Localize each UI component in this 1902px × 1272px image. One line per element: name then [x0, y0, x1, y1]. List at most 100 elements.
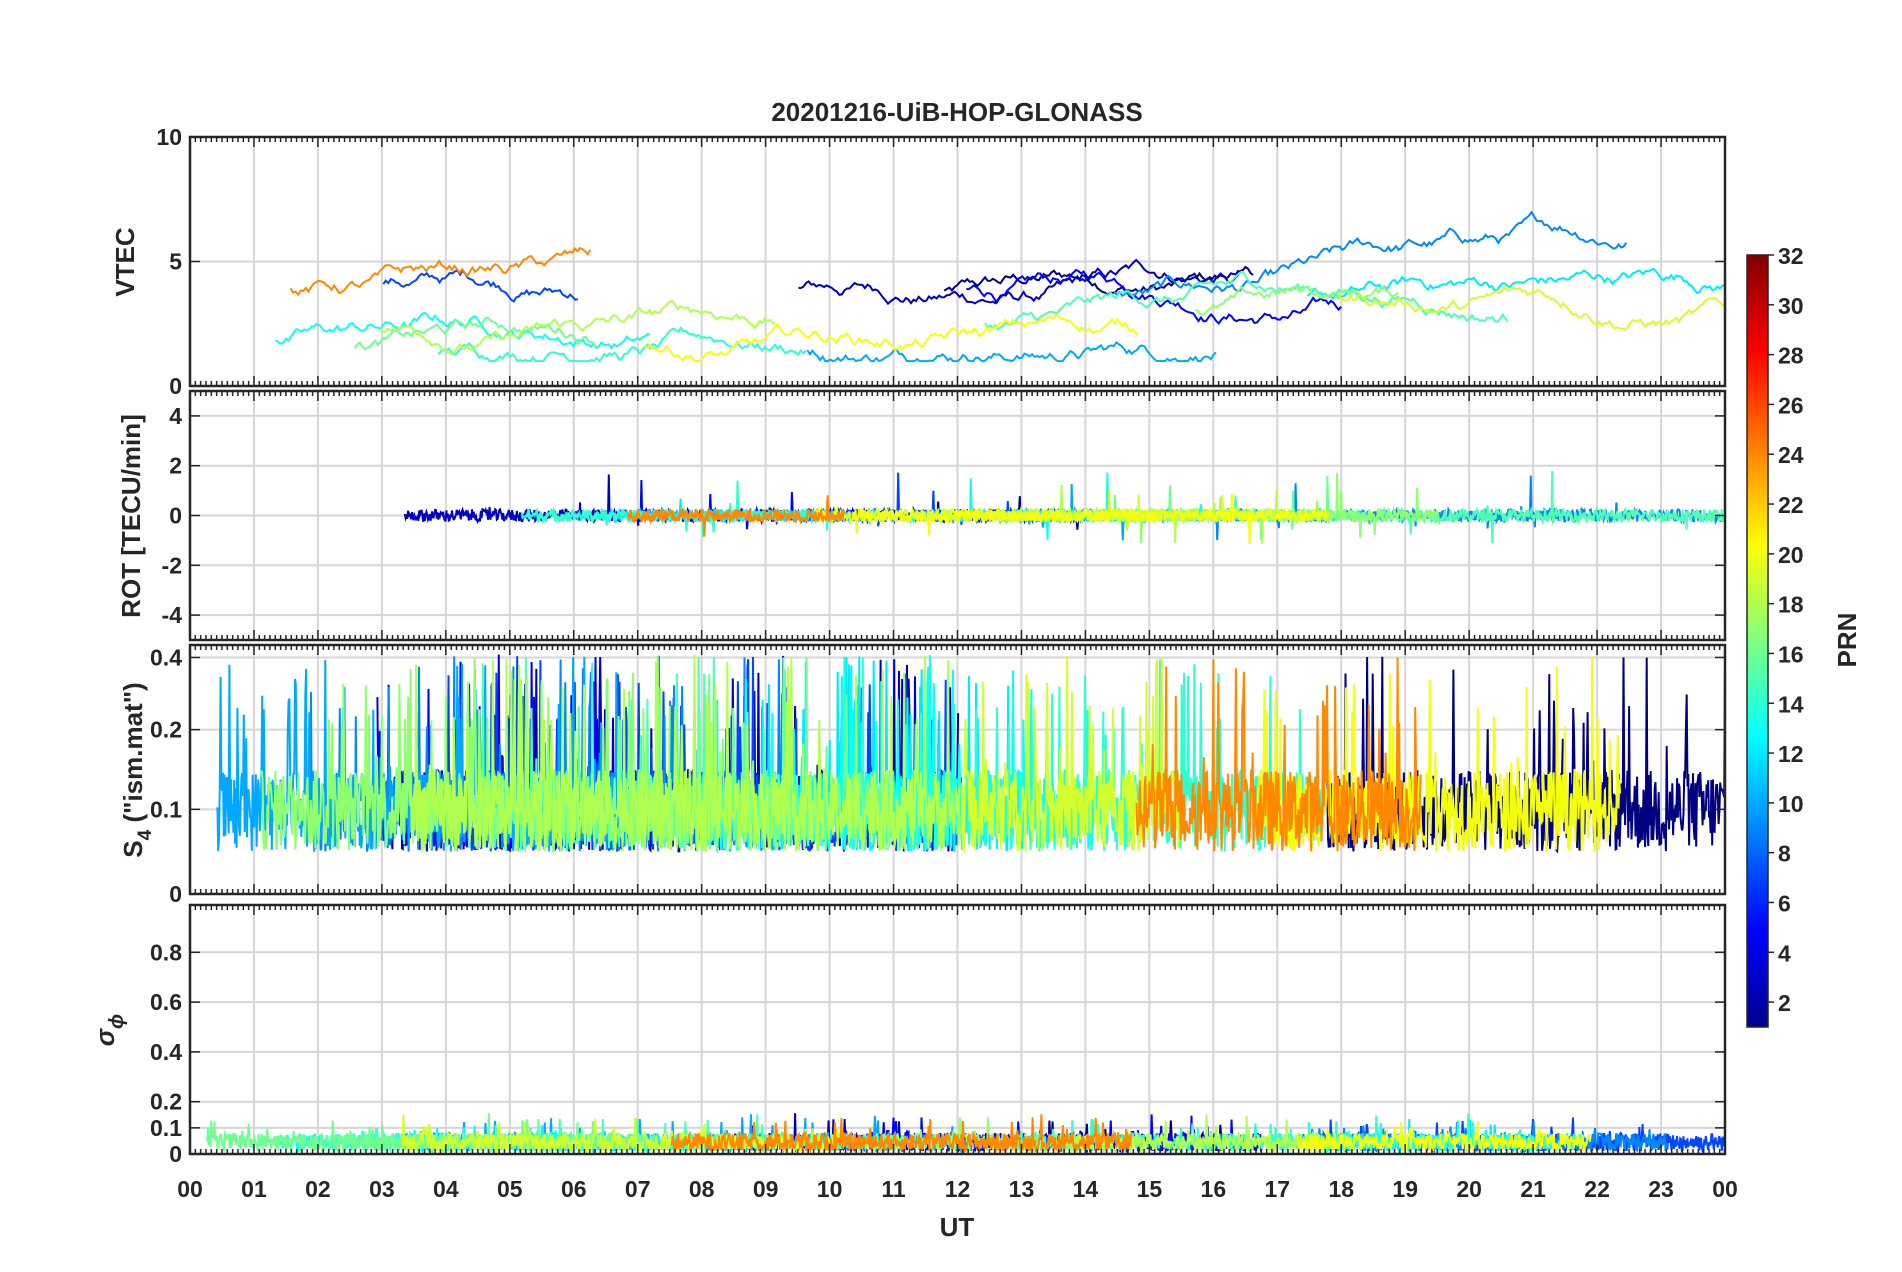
y-tick-label: 0.2 [150, 1089, 182, 1115]
colorbar-tick-label: 24 [1778, 442, 1804, 468]
x-tick-labels: 00 01 02 03 04 05 06 07 08 09 10 11 12 13 14 15 16 17 18 19… [177, 1176, 1738, 1202]
series-prn-24 [670, 1114, 1132, 1154]
x-tick-label: 20 [1456, 1176, 1482, 1202]
rot-axes: -4 -2 0 2 4 [162, 389, 1727, 642]
colorbar-tick-label: 30 [1778, 293, 1804, 319]
y-tick-label: 0.2 [150, 717, 182, 743]
y-tick-label: 0 [169, 1141, 182, 1167]
y-tick-label: 0.6 [150, 989, 182, 1015]
series-prn-24 [1135, 657, 1422, 852]
x-tick-label: 12 [945, 1176, 971, 1202]
y-tick-label: 4 [169, 403, 182, 429]
sigphi-axes: 00.10.2 0.4 0.6 0.8 [150, 903, 1727, 1167]
s4-ylabel: S4 ("ism.mat") [118, 682, 156, 857]
series-prn-24 [626, 495, 846, 537]
x-tick-label: 05 [497, 1176, 523, 1202]
series-prn-17 [1016, 472, 1440, 544]
series-prn-16 [353, 316, 598, 351]
series-prn-18 [408, 654, 961, 853]
x-axis-label: UT [940, 1212, 975, 1242]
x-tick-label: 17 [1264, 1176, 1290, 1202]
sigphi-grid [190, 905, 1725, 1154]
series-prn-20 [813, 494, 1331, 545]
y-tick-label: -4 [162, 602, 183, 628]
colorbar-tick-label: 32 [1778, 243, 1804, 269]
colorbar-tick-label: 16 [1778, 641, 1804, 667]
series-prn-17 [1194, 284, 1400, 316]
y-tick-label: 5 [169, 249, 182, 275]
vtec-ylabel: VTEC [110, 227, 140, 297]
x-tick-label: 08 [689, 1176, 715, 1202]
sigphi-ylabel: σϕ [90, 1014, 128, 1046]
series-prn-19 [1337, 285, 1725, 331]
colorbar-tick-label: 12 [1778, 741, 1804, 767]
x-tick-label: 10 [817, 1176, 843, 1202]
x-tick-label: 15 [1137, 1176, 1163, 1202]
panel-vtec: 0 5 10 VTEC [110, 124, 1727, 399]
series-prn-14 [520, 480, 849, 537]
colorbar-tick-label: 6 [1778, 890, 1791, 916]
x-tick-label: 23 [1648, 1176, 1674, 1202]
x-tick-label: 00 [177, 1176, 203, 1202]
series-prn-20 [1296, 1121, 1591, 1153]
colorbar-tick-label: 22 [1778, 492, 1804, 518]
rot-series [403, 471, 1725, 545]
y-tick-label: 2 [169, 453, 182, 479]
x-tick-label: 18 [1328, 1176, 1354, 1202]
series-prn-15 [984, 270, 1509, 331]
series-prn-18 [379, 300, 776, 356]
y-tick-label: 0.1 [150, 1115, 182, 1141]
series-prn-1 [943, 265, 1254, 297]
panel-s4: 0 0.1 0.2 0.4 S4 ("ism.mat") [118, 643, 1727, 907]
x-tick-label: 11 [881, 1176, 906, 1202]
vtec-series [275, 210, 1725, 363]
series-prn-10 [806, 340, 1217, 363]
x-tick-label: 01 [241, 1176, 267, 1202]
y-tick-label: 0.4 [150, 644, 182, 670]
series-prn-9 [1211, 475, 1722, 541]
y-tick-label: -2 [162, 552, 182, 578]
colorbar-tick-label: 14 [1778, 691, 1804, 717]
s4-series [216, 654, 1725, 854]
x-tick-label: 22 [1584, 1176, 1610, 1202]
series-prn-5 [610, 479, 897, 530]
series-prn-9 [1113, 210, 1628, 297]
series-prn-7 [382, 269, 579, 303]
rot-ylabel: ROT [TECU/min] [116, 414, 146, 618]
panel-rot: -4 -2 0 2 4 ROT [TECU/min] [116, 389, 1727, 642]
colorbar-tick-label: 2 [1778, 990, 1791, 1016]
x-tick-label: 06 [561, 1176, 587, 1202]
x-tick-label: 13 [1009, 1176, 1035, 1202]
colorbar-tick-label: 18 [1778, 592, 1804, 618]
series-prn-5 [966, 268, 1342, 325]
series-prn-24 [289, 246, 592, 297]
chart-title: 20201216-UiB-HOP-GLONASS [771, 97, 1142, 127]
colorbar-tick-label: 10 [1778, 791, 1804, 817]
y-tick-label: 0.1 [150, 796, 182, 822]
colorbar-tick-label: 8 [1778, 841, 1791, 867]
series-prn-18 [1063, 1114, 1352, 1154]
x-tick-label: 00 [1712, 1176, 1738, 1202]
x-tick-label: 21 [1520, 1176, 1546, 1202]
colorbar-tick-label: 20 [1778, 542, 1804, 568]
y-tick-label: 0 [169, 503, 182, 529]
colorbar-tick-label: 4 [1778, 940, 1791, 966]
x-tick-label: 09 [753, 1176, 779, 1202]
series-prn-12 [1306, 267, 1725, 301]
x-tick-label: 19 [1392, 1176, 1418, 1202]
y-tick-label: 0.4 [150, 1039, 182, 1065]
series-prn-20 [644, 313, 1139, 363]
x-tick-label: 16 [1201, 1176, 1227, 1202]
x-tick-label: 03 [369, 1176, 395, 1202]
s4-axes: 0 0.1 0.2 0.4 [150, 643, 1727, 907]
series-prn-20 [1256, 656, 1622, 852]
vtec-axes: 0 5 10 [156, 124, 1727, 399]
y-tick-label: 0 [169, 373, 182, 399]
x-tick-label: 02 [305, 1176, 331, 1202]
panel-sigphi: 00.10.2 0.4 0.6 0.8 σϕ [90, 903, 1727, 1167]
series-prn-3 [798, 258, 1240, 306]
x-tick-label: 14 [1073, 1176, 1099, 1202]
